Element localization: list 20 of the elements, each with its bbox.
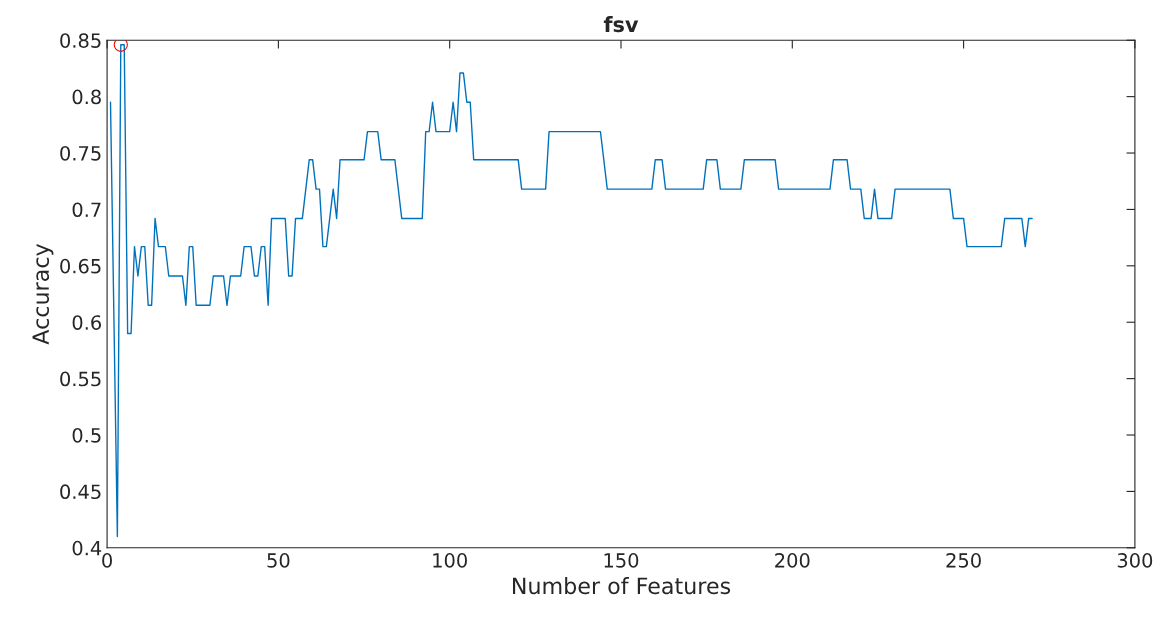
y-tick-label: 0.6: [72, 315, 101, 330]
y-tick-label: 0.45: [60, 484, 101, 500]
y-tick-label: 0.55: [60, 371, 101, 387]
y-tick-label: 0.75: [60, 145, 101, 161]
x-tick-label: 250: [946, 553, 981, 568]
x-tick-label: 150: [604, 553, 639, 568]
x-axis-title: Number of Features: [513, 577, 731, 595]
x-tick-label: 300: [1117, 553, 1153, 568]
x-tick-label: 100: [433, 553, 467, 568]
x-tick-label: 50: [267, 553, 290, 568]
y-tick-label: 0.5: [72, 427, 101, 443]
y-tick-label: 0.8: [72, 89, 101, 105]
y-tick-label: 0.7: [72, 202, 101, 218]
x-tick-label: 200: [775, 553, 810, 568]
y-tick-label: 0.85: [60, 33, 101, 48]
x-tick-label: 0: [102, 553, 112, 568]
y-axis-title: Accuracy: [32, 243, 54, 345]
chart-title: fsv: [603, 16, 639, 33]
y-tick-label: 0.65: [60, 258, 101, 274]
y-tick-label: 0.4: [72, 540, 102, 556]
